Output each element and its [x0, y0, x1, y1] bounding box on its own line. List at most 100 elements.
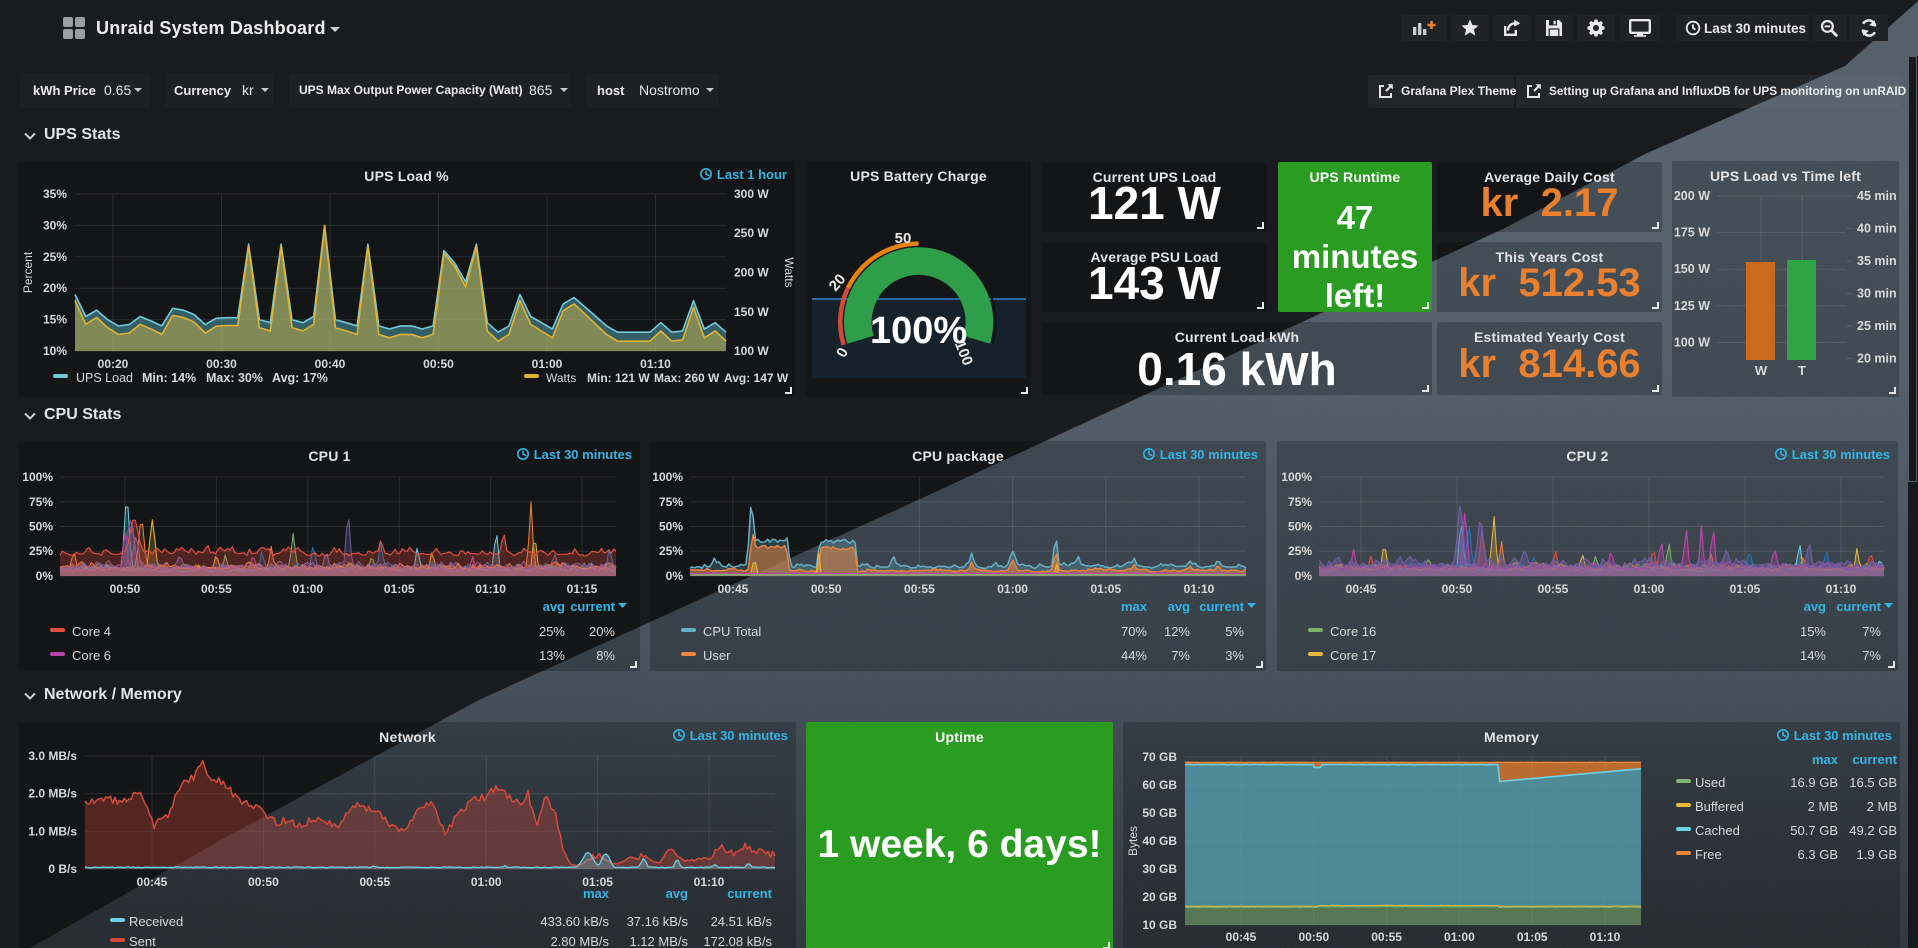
- svg-text:Core 16: Core 16: [1330, 624, 1376, 639]
- svg-text:00:50: 00:50: [110, 582, 141, 596]
- svg-text:75%: 75%: [1288, 495, 1312, 509]
- svg-text:00:45: 00:45: [137, 875, 168, 889]
- svg-text:45 min: 45 min: [1857, 189, 1897, 203]
- svg-text:avg: avg: [666, 886, 688, 901]
- svg-text:2 MB: 2 MB: [1808, 799, 1838, 814]
- svg-text:50: 50: [895, 230, 912, 247]
- svg-text:16.9 GB: 16.9 GB: [1790, 775, 1838, 790]
- svg-text:00:45: 00:45: [718, 582, 749, 596]
- svg-text:00:50: 00:50: [1442, 582, 1473, 596]
- svg-text:250 W: 250 W: [734, 226, 769, 240]
- svg-text:01:10: 01:10: [640, 357, 671, 371]
- svg-text:01:05: 01:05: [1090, 582, 1121, 596]
- svg-text:175 W: 175 W: [1674, 226, 1710, 240]
- svg-text:avg: avg: [1804, 599, 1826, 614]
- svg-text:Core 6: Core 6: [72, 648, 111, 663]
- svg-text:40 GB: 40 GB: [1142, 834, 1177, 848]
- svg-text:avg: avg: [1168, 599, 1190, 614]
- svg-text:2 MB: 2 MB: [1867, 799, 1897, 814]
- svg-text:100%: 100%: [1281, 470, 1312, 484]
- svg-text:01:10: 01:10: [1826, 582, 1857, 596]
- svg-text:current: current: [727, 886, 772, 901]
- svg-text:00:45: 00:45: [1346, 582, 1377, 596]
- svg-text:01:00: 01:00: [1444, 930, 1475, 944]
- svg-text:Core 17: Core 17: [1330, 648, 1376, 663]
- svg-text:current: current: [1852, 752, 1897, 767]
- svg-text:100 W: 100 W: [1674, 335, 1710, 349]
- svg-text:172.08 kB/s: 172.08 kB/s: [703, 934, 772, 948]
- svg-text:75%: 75%: [659, 495, 683, 509]
- svg-text:User: User: [703, 648, 731, 663]
- svg-text:00:55: 00:55: [1538, 582, 1569, 596]
- svg-text:01:15: 01:15: [567, 582, 598, 596]
- svg-text:433.60 kB/s: 433.60 kB/s: [540, 914, 609, 929]
- svg-text:13%: 13%: [539, 648, 565, 663]
- svg-text:01:00: 01:00: [471, 875, 502, 889]
- svg-text:01:00: 01:00: [532, 357, 563, 371]
- svg-text:20 min: 20 min: [1857, 352, 1897, 366]
- svg-text:00:55: 00:55: [904, 582, 935, 596]
- svg-text:50 GB: 50 GB: [1142, 806, 1177, 820]
- svg-text:20 GB: 20 GB: [1142, 890, 1177, 904]
- svg-text:40 min: 40 min: [1857, 222, 1897, 236]
- svg-text:14%: 14%: [1800, 648, 1826, 663]
- svg-text:30 GB: 30 GB: [1142, 862, 1177, 876]
- svg-text:01:10: 01:10: [1590, 930, 1621, 944]
- svg-text:max: max: [583, 886, 610, 901]
- svg-text:01:05: 01:05: [582, 875, 613, 889]
- svg-text:00:45: 00:45: [1226, 930, 1257, 944]
- svg-text:Core 4: Core 4: [72, 624, 111, 639]
- svg-text:50%: 50%: [1288, 520, 1312, 534]
- svg-text:00:50: 00:50: [248, 875, 279, 889]
- svg-text:01:05: 01:05: [384, 582, 415, 596]
- svg-text:60 GB: 60 GB: [1142, 778, 1177, 792]
- svg-text:Used: Used: [1695, 775, 1725, 790]
- svg-text:Min: 14%: Min: 14%: [142, 371, 196, 385]
- svg-text:0 B/s: 0 B/s: [48, 862, 77, 876]
- svg-text:W: W: [1755, 363, 1768, 378]
- svg-text:1.0 MB/s: 1.0 MB/s: [28, 824, 77, 838]
- svg-text:25%: 25%: [539, 624, 565, 639]
- svg-text:15%: 15%: [43, 313, 67, 327]
- svg-text:35 min: 35 min: [1857, 254, 1897, 268]
- svg-text:50%: 50%: [29, 520, 53, 534]
- svg-text:50%: 50%: [659, 520, 683, 534]
- svg-text:125 W: 125 W: [1674, 299, 1710, 313]
- svg-text:avg: avg: [543, 599, 565, 614]
- svg-text:70 GB: 70 GB: [1142, 750, 1177, 764]
- svg-text:7%: 7%: [1171, 648, 1190, 663]
- svg-text:0%: 0%: [1295, 569, 1313, 583]
- svg-text:00:55: 00:55: [201, 582, 232, 596]
- svg-text:7%: 7%: [1862, 648, 1881, 663]
- svg-text:01:10: 01:10: [1184, 582, 1215, 596]
- svg-text:70%: 70%: [1121, 624, 1147, 639]
- svg-text:30 min: 30 min: [1857, 287, 1897, 301]
- svg-text:35%: 35%: [43, 187, 67, 201]
- svg-text:current: current: [1836, 599, 1881, 614]
- svg-text:00:50: 00:50: [811, 582, 842, 596]
- svg-text:25%: 25%: [659, 544, 683, 558]
- svg-text:150 W: 150 W: [734, 305, 769, 319]
- svg-text:Watts: Watts: [782, 257, 795, 287]
- svg-text:max: max: [1121, 599, 1148, 614]
- svg-text:0%: 0%: [666, 569, 684, 583]
- svg-text:49.2 GB: 49.2 GB: [1849, 823, 1897, 838]
- svg-text:20%: 20%: [43, 281, 67, 295]
- svg-text:100 W: 100 W: [734, 344, 769, 358]
- svg-text:25 min: 25 min: [1857, 319, 1897, 333]
- svg-text:100%: 100%: [870, 310, 967, 352]
- svg-text:00:50: 00:50: [423, 357, 454, 371]
- svg-text:12%: 12%: [1164, 624, 1190, 639]
- svg-text:2.80 MB/s: 2.80 MB/s: [550, 934, 609, 948]
- svg-text:01:10: 01:10: [694, 875, 725, 889]
- svg-text:75%: 75%: [29, 495, 53, 509]
- svg-text:current: current: [570, 599, 615, 614]
- svg-text:5%: 5%: [1225, 624, 1244, 639]
- svg-text:24.51 kB/s: 24.51 kB/s: [711, 914, 773, 929]
- svg-text:01:00: 01:00: [292, 582, 323, 596]
- svg-text:Bytes: Bytes: [1126, 826, 1140, 856]
- svg-text:Buffered: Buffered: [1695, 799, 1744, 814]
- svg-text:CPU Total: CPU Total: [703, 624, 761, 639]
- svg-text:Percent: Percent: [21, 251, 35, 293]
- svg-text:00:30: 00:30: [206, 357, 237, 371]
